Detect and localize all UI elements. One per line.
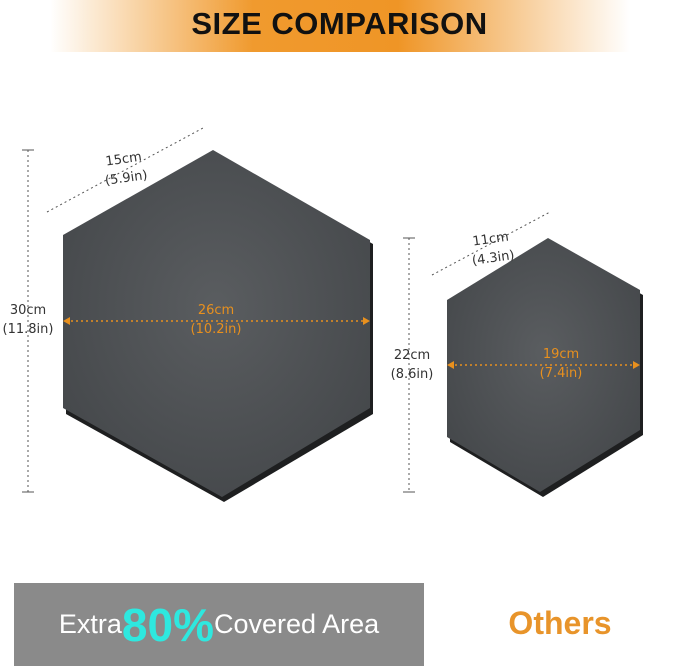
small-height-label: 22cm (8.6in) xyxy=(390,348,434,382)
small-hexagon xyxy=(447,238,640,492)
others-label: Others xyxy=(508,605,612,641)
large-height-label: 30cm (11.8in) xyxy=(2,303,54,337)
coverage-prefix: Extra xyxy=(58,609,122,639)
large-hexagon xyxy=(63,150,370,497)
small-side-line xyxy=(431,211,551,276)
title-banner xyxy=(50,0,630,52)
large-width-label: 26cm (10.2in) xyxy=(190,303,242,337)
coverage-percent: 80% xyxy=(121,598,214,651)
page-title: SIZE COMPARISON xyxy=(191,6,488,41)
coverage-banner: Extra 80% Covered Area xyxy=(14,583,424,666)
small-width-label: 19cm (7.4in) xyxy=(539,347,583,381)
coverage-suffix: Covered Area xyxy=(214,609,380,639)
